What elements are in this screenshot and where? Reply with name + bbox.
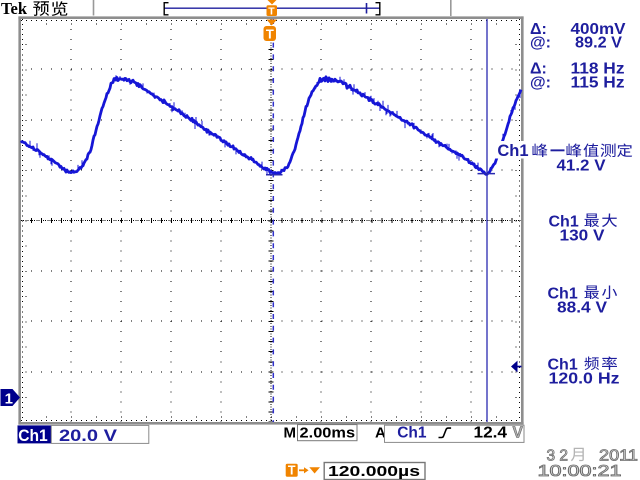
svg-text:115 Hz: 115 Hz (571, 75, 625, 92)
svg-text:120.0 Hz: 120.0 Hz (549, 371, 620, 388)
svg-text:M: M (284, 425, 297, 442)
svg-text:@:: @: (530, 75, 551, 92)
svg-text:3 2: 3 2 (547, 448, 569, 465)
svg-text:2.00ms: 2.00ms (300, 425, 356, 442)
svg-text:20.0 V: 20.0 V (59, 426, 118, 445)
svg-text:T: T (268, 5, 275, 17)
svg-text:10:00:21: 10:00:21 (538, 463, 622, 480)
svg-text:Ch1: Ch1 (397, 424, 427, 441)
svg-text:Δ:: Δ: (530, 21, 547, 38)
svg-text:88.4 V: 88.4 V (557, 300, 607, 317)
svg-text:400mV: 400mV (571, 21, 626, 38)
svg-text:120.000µs: 120.000µs (328, 463, 420, 480)
svg-text:Tek: Tek (1, 0, 28, 18)
svg-text:Δ:: Δ: (530, 61, 547, 78)
svg-text:2011: 2011 (599, 448, 638, 465)
svg-text:41.2 V: 41.2 V (557, 158, 606, 175)
svg-text:Ch1: Ch1 (548, 286, 578, 303)
svg-text:T: T (288, 464, 296, 478)
svg-text:Ch1: Ch1 (18, 426, 48, 445)
svg-text:Ch1: Ch1 (548, 357, 578, 374)
svg-text:@:: @: (530, 35, 551, 52)
svg-text:12.4: 12.4 (474, 425, 508, 442)
svg-text:T: T (266, 27, 274, 42)
svg-text:118 Hz: 118 Hz (571, 61, 625, 78)
svg-text:130 V: 130 V (560, 228, 605, 245)
svg-text:Ch1: Ch1 (497, 142, 528, 160)
svg-text:A: A (375, 425, 386, 442)
svg-text:1: 1 (5, 391, 13, 408)
svg-text:V: V (513, 425, 524, 442)
svg-text:89.2 V: 89.2 V (575, 35, 622, 52)
svg-text:Ch1: Ch1 (549, 214, 579, 231)
